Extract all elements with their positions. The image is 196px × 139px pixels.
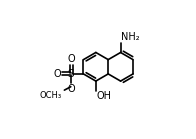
Text: O: O	[67, 54, 75, 64]
Text: OH: OH	[96, 91, 111, 101]
Text: OCH₃: OCH₃	[40, 91, 62, 100]
Text: S: S	[68, 69, 74, 79]
Text: O: O	[53, 69, 61, 79]
Text: NH₂: NH₂	[121, 32, 140, 42]
Text: O: O	[67, 84, 75, 94]
